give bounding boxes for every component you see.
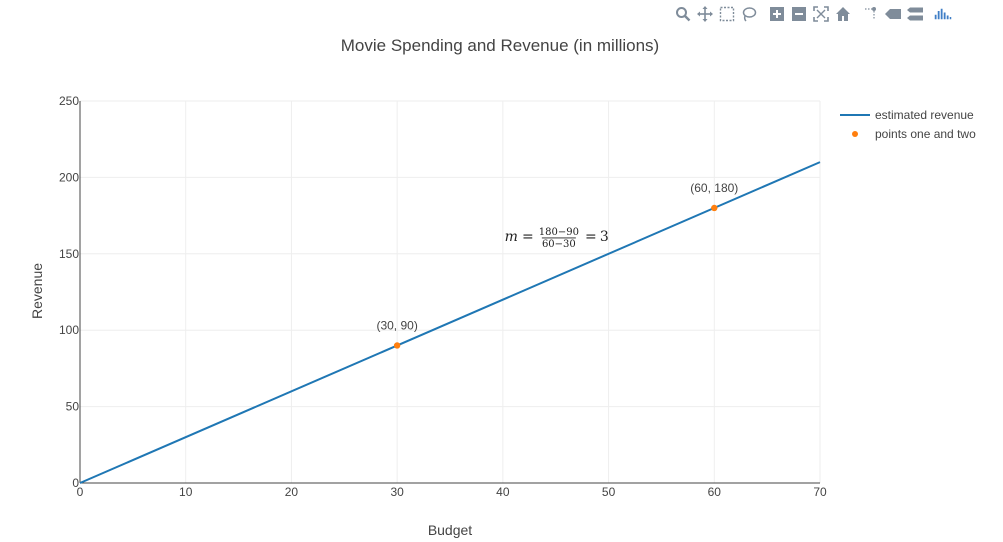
series-line-estimated-revenue[interactable] bbox=[79, 161, 821, 484]
slope-formula: m = 180−90 60−30 = 3 bbox=[505, 227, 609, 250]
legend-marker-swatch bbox=[852, 131, 858, 137]
axes bbox=[79, 101, 820, 484]
plot-area[interactable] bbox=[79, 161, 821, 484]
autoscale-icon[interactable] bbox=[812, 5, 830, 23]
chart-title: Movie Spending and Revenue (in millions) bbox=[341, 36, 659, 55]
formula-equals: = bbox=[522, 229, 534, 245]
x-tick-label: 60 bbox=[708, 485, 722, 499]
formula-numerator: 180−90 bbox=[539, 227, 579, 238]
formula-lhs: m bbox=[505, 229, 518, 245]
zoom-icon[interactable] bbox=[674, 5, 692, 23]
x-tick-label: 0 bbox=[77, 485, 84, 499]
zoom-in-icon[interactable] bbox=[768, 5, 786, 23]
modebar bbox=[674, 4, 956, 24]
y-axis-title: Revenue bbox=[29, 263, 45, 319]
formula-result: 3 bbox=[600, 229, 609, 245]
pan-icon[interactable] bbox=[696, 5, 714, 23]
x-tick-label: 20 bbox=[285, 485, 299, 499]
y-tick-labels: 0 50 100 150 200 250 bbox=[59, 94, 79, 490]
x-axis-title: Budget bbox=[428, 522, 472, 538]
data-point-marker[interactable] bbox=[393, 342, 401, 349]
box-select-icon[interactable] bbox=[718, 5, 736, 23]
x-tick-label: 50 bbox=[602, 485, 616, 499]
y-tick-label: 0 bbox=[72, 476, 79, 490]
legend-item-points[interactable]: points one and two bbox=[852, 127, 976, 141]
formula-equals: = bbox=[585, 229, 597, 245]
x-tick-label: 70 bbox=[813, 485, 827, 499]
legend-item-estimated-revenue[interactable]: estimated revenue bbox=[840, 108, 974, 122]
hover-compare-icon[interactable] bbox=[906, 5, 924, 23]
grid bbox=[80, 100, 821, 483]
point-annotation: (30, 90) bbox=[376, 318, 417, 332]
legend: estimated revenue points one and two bbox=[840, 108, 976, 141]
y-tick-label: 100 bbox=[59, 323, 79, 337]
y-tick-label: 50 bbox=[66, 400, 80, 414]
y-tick-label: 250 bbox=[59, 94, 79, 108]
zoom-out-icon[interactable] bbox=[790, 5, 808, 23]
plotly-logo-icon[interactable] bbox=[934, 5, 952, 23]
y-tick-label: 200 bbox=[59, 170, 79, 184]
hover-closest-icon[interactable] bbox=[884, 5, 902, 23]
spike-lines-icon[interactable] bbox=[862, 5, 880, 23]
legend-label: estimated revenue bbox=[875, 108, 974, 122]
x-tick-label: 40 bbox=[496, 485, 510, 499]
point-annotation: (60, 180) bbox=[690, 181, 738, 195]
x-tick-label: 10 bbox=[179, 485, 193, 499]
formula-denominator: 60−30 bbox=[542, 239, 576, 250]
annotations: (30, 90) (60, 180) bbox=[376, 181, 738, 333]
legend-label: points one and two bbox=[875, 127, 976, 141]
reset-axes-icon[interactable] bbox=[834, 5, 852, 23]
y-tick-label: 150 bbox=[59, 247, 79, 261]
lasso-select-icon[interactable] bbox=[740, 5, 758, 23]
x-tick-labels: 0 10 20 30 40 50 60 70 bbox=[77, 485, 827, 499]
x-tick-label: 30 bbox=[390, 485, 404, 499]
data-point-marker[interactable] bbox=[711, 204, 718, 212]
